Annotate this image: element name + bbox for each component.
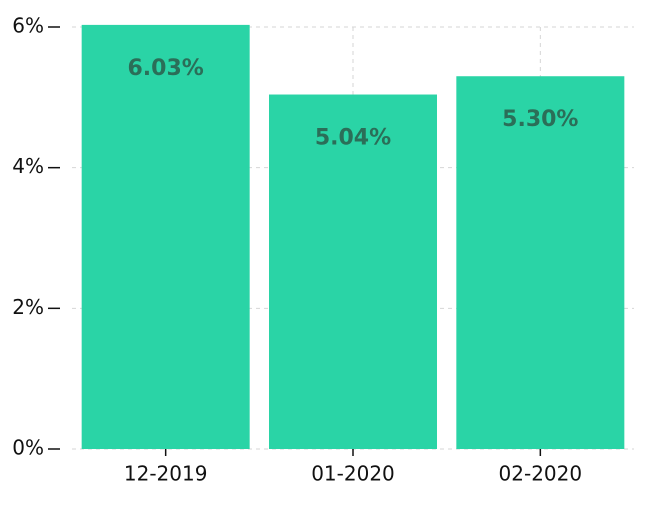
bar — [81, 24, 250, 449]
x-tick-label: 12-2019 — [124, 462, 208, 486]
bar — [456, 76, 625, 449]
y-tick-label: 6% — [12, 14, 44, 38]
x-tick-label: 01-2020 — [311, 462, 395, 486]
y-tick-label: 0% — [12, 436, 44, 460]
x-tick-label: 02-2020 — [499, 462, 583, 486]
y-tick-label: 2% — [12, 295, 44, 319]
value-label: 6.03% — [128, 56, 204, 81]
value-label: 5.30% — [502, 107, 578, 132]
bar — [269, 94, 437, 450]
value-label: 5.04% — [315, 126, 391, 151]
y-tick-label: 4% — [12, 154, 44, 178]
